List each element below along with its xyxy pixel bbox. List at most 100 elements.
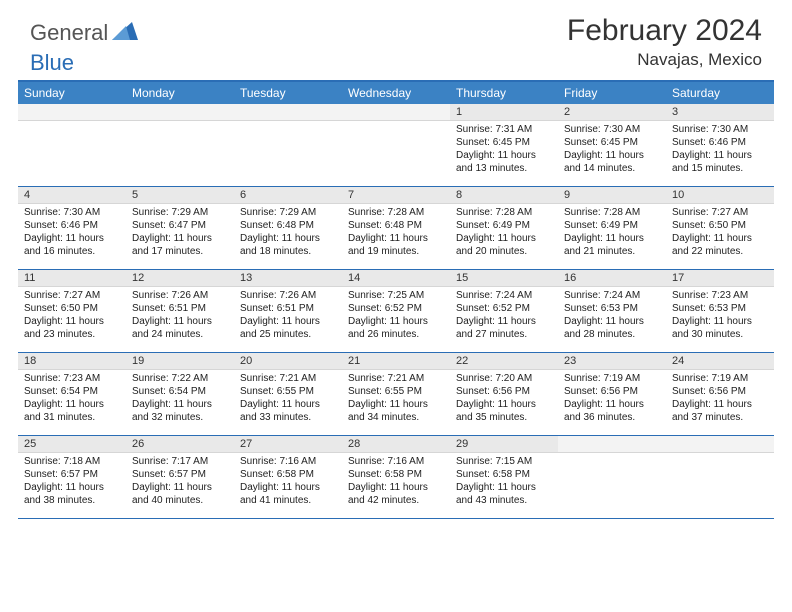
daylight-line: Daylight: 11 hours and 21 minutes. [564,232,660,258]
day-cell [18,104,126,186]
daylight-line: Daylight: 11 hours and 31 minutes. [24,398,120,424]
day-body: Sunrise: 7:19 AMSunset: 6:56 PMDaylight:… [666,370,774,428]
day-number [234,104,342,121]
day-cell: 25Sunrise: 7:18 AMSunset: 6:57 PMDayligh… [18,436,126,518]
daylight-line: Daylight: 11 hours and 37 minutes. [672,398,768,424]
day-header: Saturday [666,82,774,104]
daylight-line: Daylight: 11 hours and 20 minutes. [456,232,552,258]
sunset-line: Sunset: 6:48 PM [348,219,444,232]
day-body [558,453,666,513]
sunset-line: Sunset: 6:45 PM [456,136,552,149]
day-cell [234,104,342,186]
day-header: Wednesday [342,82,450,104]
location-label: Navajas, Mexico [567,50,762,70]
daylight-line: Daylight: 11 hours and 13 minutes. [456,149,552,175]
week-row: 18Sunrise: 7:23 AMSunset: 6:54 PMDayligh… [18,353,774,436]
sunrise-line: Sunrise: 7:26 AM [240,289,336,302]
sunrise-line: Sunrise: 7:28 AM [456,206,552,219]
sunrise-line: Sunrise: 7:27 AM [24,289,120,302]
sunset-line: Sunset: 6:58 PM [348,468,444,481]
daylight-line: Daylight: 11 hours and 17 minutes. [132,232,228,258]
sunrise-line: Sunrise: 7:18 AM [24,455,120,468]
week-row: 11Sunrise: 7:27 AMSunset: 6:50 PMDayligh… [18,270,774,353]
day-number: 9 [558,187,666,204]
day-number [666,436,774,453]
sunrise-line: Sunrise: 7:29 AM [240,206,336,219]
day-body: Sunrise: 7:25 AMSunset: 6:52 PMDaylight:… [342,287,450,345]
calendar-grid: SundayMondayTuesdayWednesdayThursdayFrid… [18,80,774,519]
day-cell: 23Sunrise: 7:19 AMSunset: 6:56 PMDayligh… [558,353,666,435]
sunset-line: Sunset: 6:53 PM [564,302,660,315]
sunrise-line: Sunrise: 7:19 AM [564,372,660,385]
sunrise-line: Sunrise: 7:31 AM [456,123,552,136]
sunset-line: Sunset: 6:54 PM [24,385,120,398]
day-body: Sunrise: 7:18 AMSunset: 6:57 PMDaylight:… [18,453,126,511]
sunrise-line: Sunrise: 7:20 AM [456,372,552,385]
sunrise-line: Sunrise: 7:15 AM [456,455,552,468]
day-number: 2 [558,104,666,121]
day-cell: 26Sunrise: 7:17 AMSunset: 6:57 PMDayligh… [126,436,234,518]
day-body [234,121,342,181]
day-header: Friday [558,82,666,104]
sunset-line: Sunset: 6:56 PM [456,385,552,398]
daylight-line: Daylight: 11 hours and 30 minutes. [672,315,768,341]
day-body: Sunrise: 7:30 AMSunset: 6:45 PMDaylight:… [558,121,666,179]
sunset-line: Sunset: 6:51 PM [240,302,336,315]
daylight-line: Daylight: 11 hours and 26 minutes. [348,315,444,341]
day-body [18,121,126,181]
day-number: 26 [126,436,234,453]
day-cell: 11Sunrise: 7:27 AMSunset: 6:50 PMDayligh… [18,270,126,352]
day-number: 12 [126,270,234,287]
day-number: 13 [234,270,342,287]
day-number [18,104,126,121]
day-number: 24 [666,353,774,370]
sunset-line: Sunset: 6:53 PM [672,302,768,315]
sunset-line: Sunset: 6:49 PM [564,219,660,232]
day-cell: 5Sunrise: 7:29 AMSunset: 6:47 PMDaylight… [126,187,234,269]
day-number: 6 [234,187,342,204]
day-number: 8 [450,187,558,204]
daylight-line: Daylight: 11 hours and 41 minutes. [240,481,336,507]
daylight-line: Daylight: 11 hours and 28 minutes. [564,315,660,341]
sunset-line: Sunset: 6:46 PM [24,219,120,232]
sunrise-line: Sunrise: 7:28 AM [348,206,444,219]
day-body [126,121,234,181]
sunset-line: Sunset: 6:52 PM [456,302,552,315]
day-header: Thursday [450,82,558,104]
day-cell: 19Sunrise: 7:22 AMSunset: 6:54 PMDayligh… [126,353,234,435]
day-cell: 17Sunrise: 7:23 AMSunset: 6:53 PMDayligh… [666,270,774,352]
day-number: 1 [450,104,558,121]
sunset-line: Sunset: 6:45 PM [564,136,660,149]
day-cell: 18Sunrise: 7:23 AMSunset: 6:54 PMDayligh… [18,353,126,435]
day-number: 20 [234,353,342,370]
day-number [342,104,450,121]
day-number: 3 [666,104,774,121]
day-cell: 10Sunrise: 7:27 AMSunset: 6:50 PMDayligh… [666,187,774,269]
day-body: Sunrise: 7:16 AMSunset: 6:58 PMDaylight:… [234,453,342,511]
day-number: 5 [126,187,234,204]
sunrise-line: Sunrise: 7:23 AM [24,372,120,385]
sunrise-line: Sunrise: 7:27 AM [672,206,768,219]
sunset-line: Sunset: 6:55 PM [348,385,444,398]
week-row: 4Sunrise: 7:30 AMSunset: 6:46 PMDaylight… [18,187,774,270]
day-cell: 14Sunrise: 7:25 AMSunset: 6:52 PMDayligh… [342,270,450,352]
sunrise-line: Sunrise: 7:25 AM [348,289,444,302]
day-cell: 22Sunrise: 7:20 AMSunset: 6:56 PMDayligh… [450,353,558,435]
sunset-line: Sunset: 6:57 PM [24,468,120,481]
day-cell: 24Sunrise: 7:19 AMSunset: 6:56 PMDayligh… [666,353,774,435]
logo-sub: Blue [30,50,74,76]
sunset-line: Sunset: 6:55 PM [240,385,336,398]
day-number: 16 [558,270,666,287]
daylight-line: Daylight: 11 hours and 16 minutes. [24,232,120,258]
daylight-line: Daylight: 11 hours and 14 minutes. [564,149,660,175]
day-body: Sunrise: 7:21 AMSunset: 6:55 PMDaylight:… [234,370,342,428]
day-body: Sunrise: 7:15 AMSunset: 6:58 PMDaylight:… [450,453,558,511]
sunset-line: Sunset: 6:51 PM [132,302,228,315]
day-cell: 21Sunrise: 7:21 AMSunset: 6:55 PMDayligh… [342,353,450,435]
daylight-line: Daylight: 11 hours and 23 minutes. [24,315,120,341]
day-number: 19 [126,353,234,370]
logo-triangle-icon [112,22,138,45]
day-cell: 16Sunrise: 7:24 AMSunset: 6:53 PMDayligh… [558,270,666,352]
day-body: Sunrise: 7:22 AMSunset: 6:54 PMDaylight:… [126,370,234,428]
sunset-line: Sunset: 6:48 PM [240,219,336,232]
